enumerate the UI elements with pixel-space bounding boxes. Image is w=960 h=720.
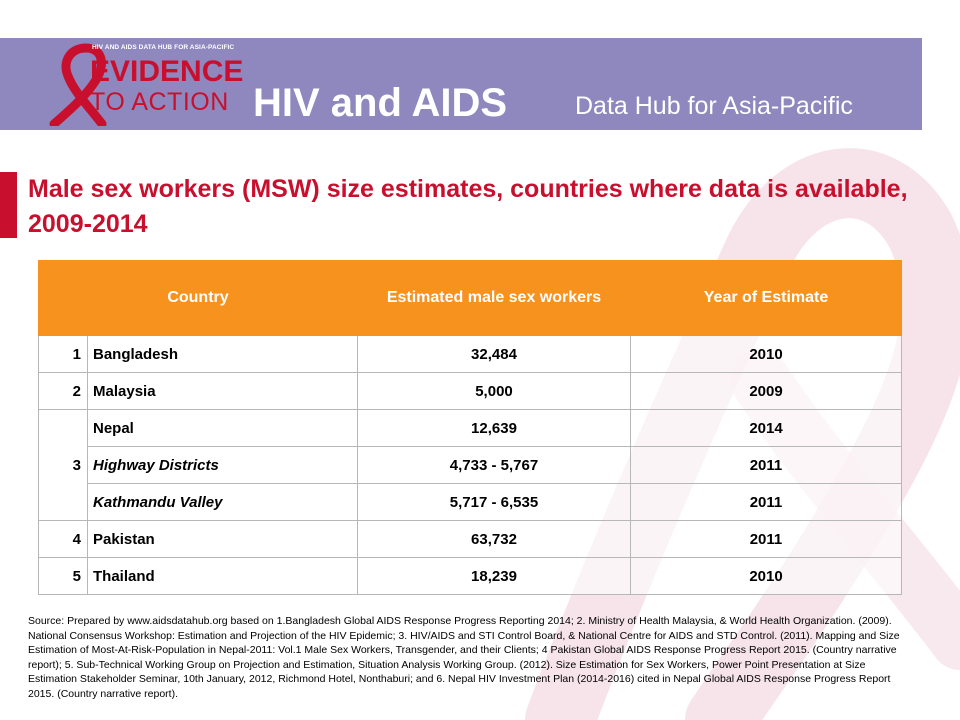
source-note: Source: Prepared by www.aidsdatahub.org … — [28, 615, 900, 700]
column-header-country: Country — [38, 260, 358, 336]
table-header-row: Country Estimated male sex workers Year … — [38, 260, 902, 336]
row-number: 2 — [38, 372, 88, 410]
column-header-year: Year of Estimate — [630, 260, 902, 336]
table-row: 4 Pakistan 63,732 2011 — [38, 520, 902, 558]
year-cell: 2011 — [630, 483, 902, 521]
estimate-cell: 4,733 - 5,767 — [357, 446, 631, 484]
slide-title: Male sex workers (MSW) size estimates, c… — [28, 175, 908, 238]
country-cell: Pakistan — [87, 520, 358, 558]
table-row: 2 Malaysia 5,000 2009 — [38, 372, 902, 410]
year-cell: 2011 — [630, 520, 902, 558]
title-accent-bar — [0, 172, 17, 238]
header-band — [0, 38, 922, 130]
hub-subtitle: Data Hub for Asia-Pacific — [575, 92, 853, 120]
msw-estimates-table: Country Estimated male sex workers Year … — [38, 260, 902, 595]
logo-to-action-text: TO ACTION — [90, 88, 229, 116]
year-cell: 2014 — [630, 409, 902, 447]
hub-title: HIV and AIDS — [253, 81, 508, 125]
subregion-cell: Kathmandu Valley — [87, 483, 358, 521]
row-number: 3 — [38, 409, 88, 521]
column-header-estimate: Estimated male sex workers — [357, 260, 631, 336]
year-cell: 2009 — [630, 372, 902, 410]
year-cell: 2011 — [630, 446, 902, 484]
country-cell: Nepal — [87, 409, 358, 447]
estimate-cell: 12,639 — [357, 409, 631, 447]
table-row: Kathmandu Valley 5,717 - 6,535 2011 — [39, 483, 902, 521]
year-cell: 2010 — [630, 557, 902, 595]
logo-evidence-text: EVIDENCE — [90, 55, 244, 88]
logo-tagline: HIV AND AIDS DATA HUB FOR ASIA-PACIFIC — [92, 44, 235, 51]
table-row: 5 Thailand 18,239 2010 — [38, 557, 902, 595]
table-row: 1 Bangladesh 32,484 2010 — [38, 335, 902, 373]
subregion-cell: Highway Districts — [87, 446, 358, 484]
estimate-cell: 5,717 - 6,535 — [357, 483, 631, 521]
estimate-cell: 63,732 — [357, 520, 631, 558]
country-cell: Bangladesh — [87, 335, 358, 373]
row-number: 5 — [38, 557, 88, 595]
table-row: 3 Nepal 12,639 2014 — [38, 409, 902, 521]
estimate-cell: 32,484 — [357, 335, 631, 373]
year-cell: 2010 — [630, 335, 902, 373]
estimate-cell: 18,239 — [357, 557, 631, 595]
row-number: 1 — [38, 335, 88, 373]
red-ribbon-logo-icon — [49, 43, 107, 126]
country-cell: Thailand — [87, 557, 358, 595]
table-row: Highway Districts 4,733 - 5,767 2011 — [39, 446, 902, 484]
estimate-cell: 5,000 — [357, 372, 631, 410]
row-number: 4 — [38, 520, 88, 558]
country-cell: Malaysia — [87, 372, 358, 410]
